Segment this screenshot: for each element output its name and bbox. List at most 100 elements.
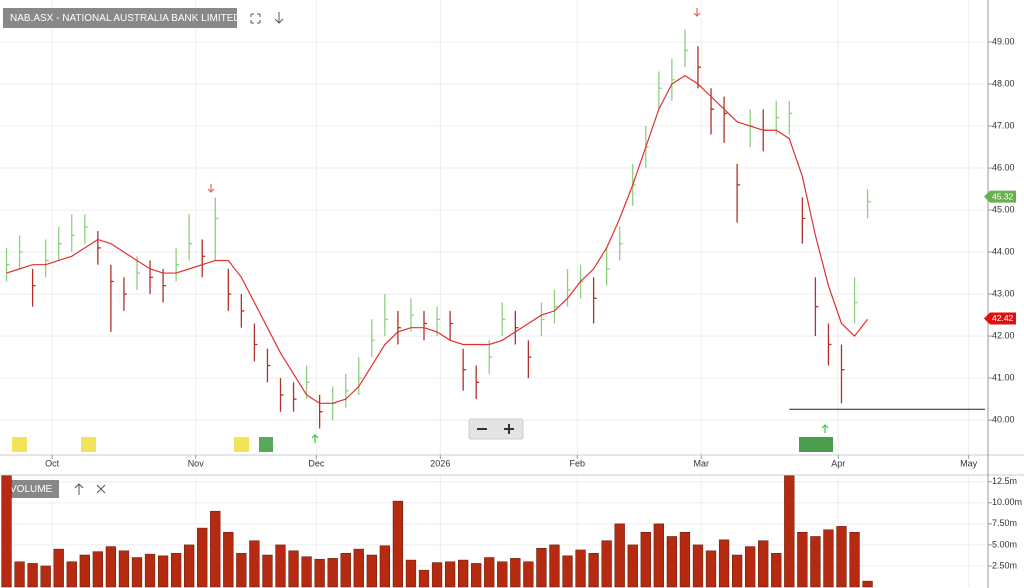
title-box <box>3 8 237 28</box>
move-up-button[interactable] <box>74 483 84 495</box>
volume-bar <box>418 569 430 588</box>
volume-bar <box>27 563 38 588</box>
volume-bar <box>53 548 64 588</box>
y-tick-label: 5.00m <box>992 539 1017 549</box>
volume-bar <box>458 559 469 588</box>
volume-bar <box>562 555 573 588</box>
volume-bar <box>497 561 508 588</box>
volume-bar <box>523 561 534 588</box>
volume-bar <box>14 561 25 588</box>
buy-arrow <box>311 434 319 443</box>
volume-bar <box>184 544 195 588</box>
y-tick-label: 12.5m <box>992 476 1017 486</box>
x-tick-label: Oct <box>45 458 60 468</box>
volume-bar <box>197 527 208 588</box>
volume-bar <box>392 500 404 588</box>
event-icon[interactable] <box>259 437 273 452</box>
buy-arrow <box>821 424 829 433</box>
zoom-in[interactable] <box>504 424 514 434</box>
signal-arrows <box>207 8 829 443</box>
volume-bar <box>666 536 678 588</box>
volume-bar <box>731 554 743 588</box>
volume-bar <box>823 529 834 588</box>
volume-bar <box>66 561 77 588</box>
volume-bar <box>157 555 169 588</box>
volume-bar <box>745 546 756 588</box>
volume-bar <box>797 532 808 588</box>
volume-bar <box>236 553 247 588</box>
volume-bar <box>810 536 821 588</box>
volume-bar <box>170 553 182 588</box>
x-tick-label: Apr <box>831 458 845 468</box>
volume-bar <box>353 548 364 588</box>
volume-bar <box>444 561 456 588</box>
volume-bar <box>379 545 391 588</box>
volume-bar <box>105 546 117 588</box>
y-tick-label: 7.50m <box>992 518 1017 528</box>
sell-arrow <box>207 184 215 193</box>
x-tick-label: Feb <box>570 458 586 468</box>
y-tick-label: 49.00 <box>992 36 1015 46</box>
volume-bar <box>510 558 521 588</box>
volume-bar <box>431 562 443 588</box>
x-tick-label: Nov <box>188 458 205 468</box>
volume-bar <box>249 540 260 588</box>
y-tick-label: 43.00 <box>992 288 1015 298</box>
price-tag-label: 42.42 <box>992 313 1014 323</box>
volume-bar <box>536 548 547 588</box>
volume-bar <box>144 553 156 588</box>
volume-bar <box>471 563 482 588</box>
volume-bar <box>262 554 273 588</box>
event-icon[interactable] <box>799 437 833 452</box>
x-tick-label: 2026 <box>430 458 450 468</box>
volume-bar <box>784 475 795 588</box>
volume-bar <box>758 540 769 588</box>
volume-bar <box>92 551 103 588</box>
y-tick-label: 40.00 <box>992 415 1015 425</box>
volume-bar <box>771 553 782 588</box>
volume-bar <box>653 523 664 588</box>
volume-bar <box>718 539 730 588</box>
volume-bar <box>131 557 143 588</box>
x-tick-label: May <box>960 458 978 468</box>
volume-bar <box>340 553 351 588</box>
x-tick-label: Mar <box>693 458 709 468</box>
volume-bar <box>288 550 299 588</box>
note-icon[interactable] <box>12 437 27 452</box>
volume-bar <box>862 580 873 588</box>
volume-title: VOLUME <box>10 484 53 495</box>
y-tick-label: 10.00m <box>992 497 1022 507</box>
close-button[interactable] <box>96 484 106 494</box>
y-tick-label: 42.00 <box>992 330 1015 340</box>
volume-bar <box>79 554 90 588</box>
volume-bar <box>366 554 377 588</box>
sell-arrow <box>693 8 701 17</box>
zoom-controls <box>468 418 524 440</box>
volume-bar <box>484 557 495 588</box>
y-tick-label: 48.00 <box>992 78 1015 88</box>
moving-average <box>6 74 869 404</box>
price-tag <box>984 312 1016 325</box>
volume-bar <box>588 553 599 588</box>
volume-title-box <box>3 480 59 498</box>
volume-bar <box>40 565 51 588</box>
volume-bar <box>327 558 338 588</box>
price-tag-label: 45.32 <box>992 191 1014 201</box>
volume-bar <box>223 532 234 588</box>
fullscreen-button[interactable] <box>250 13 261 24</box>
volume-bar <box>405 559 417 588</box>
note-icon[interactable] <box>81 437 96 452</box>
y-tick-label: 46.00 <box>992 162 1015 172</box>
volume-bar <box>849 532 860 588</box>
y-tick-label: 47.00 <box>992 120 1015 130</box>
volume-bar <box>692 544 704 588</box>
note-icon[interactable] <box>234 437 249 452</box>
volume-bar <box>601 540 612 588</box>
volume-bar <box>575 549 586 588</box>
y-tick-label: 45.00 <box>992 204 1015 214</box>
download-button[interactable] <box>274 12 284 24</box>
volume-bar <box>705 550 717 588</box>
volume-bar <box>301 556 312 588</box>
volume-bar <box>118 550 130 588</box>
